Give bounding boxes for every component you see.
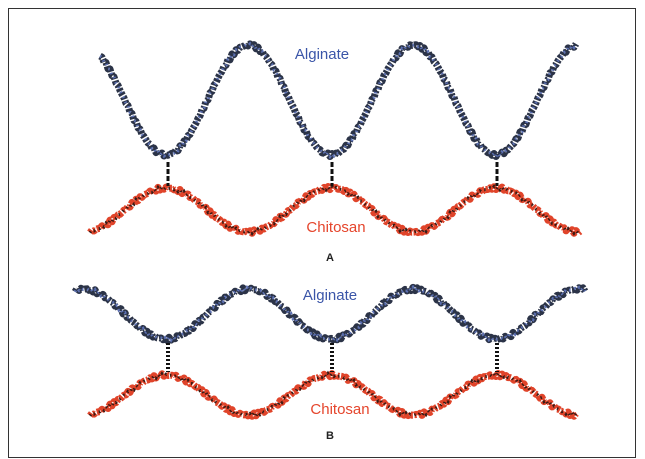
molecular-chains [71, 40, 589, 420]
chitosan-chain [87, 183, 583, 237]
panel-label: A [326, 252, 334, 264]
alginate-chain [71, 283, 589, 344]
alginate-label: Alginate [303, 287, 357, 304]
alginate-label: Alginate [295, 46, 349, 63]
chitosan-chain-atoms [88, 370, 578, 419]
chitosan-label: Chitosan [310, 401, 369, 418]
panel-label: B [326, 430, 334, 442]
chitosan-label: Chitosan [306, 219, 365, 236]
alginate-chain-atoms [99, 41, 578, 160]
